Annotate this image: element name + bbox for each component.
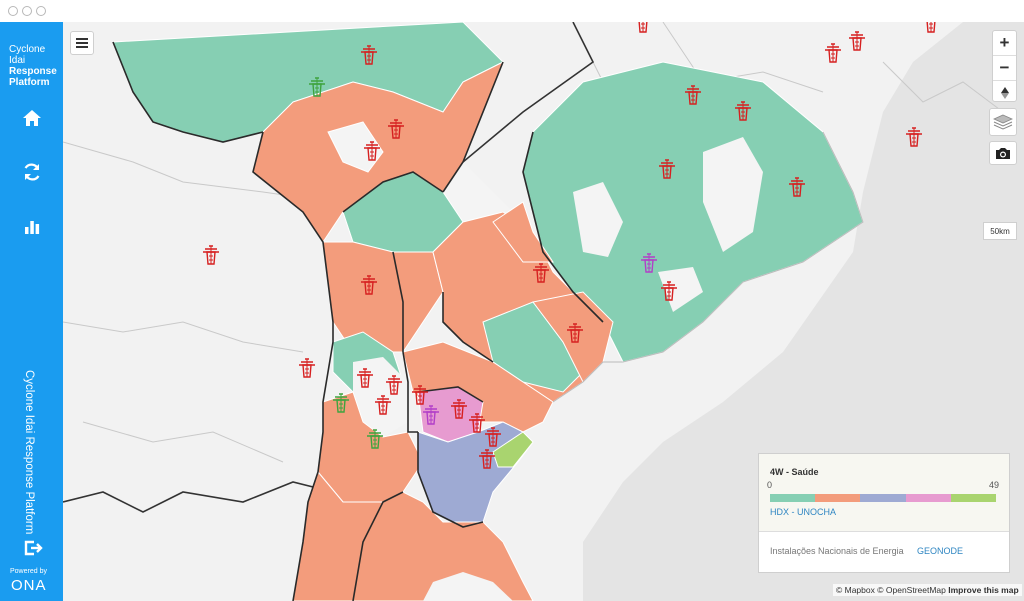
compass-button[interactable] [993,81,1016,105]
ona-logo: ONA [11,577,47,594]
zoom-controls: + − [992,30,1017,102]
marker-group-purple [422,253,658,425]
brand-title: Cyclone Idai Response Platform [9,44,57,88]
browser-chrome [0,0,1024,23]
map-attribution: © Mapbox © OpenStreetMap Improve this ma… [833,584,1022,596]
camera-icon [996,148,1010,159]
menu-icon [76,38,88,48]
window-minimize-dot[interactable] [22,6,32,16]
compass-icon [1000,87,1009,99]
energy-facility-marker[interactable] [356,368,374,388]
legend-swatch [905,494,951,502]
window-maximize-dot[interactable] [36,6,46,16]
energy-facility-marker[interactable] [360,275,378,295]
energy-facility-marker[interactable] [468,413,486,433]
legend-swatch [815,494,861,502]
energy-facility-marker[interactable] [640,253,658,273]
energy-facility-marker[interactable] [387,119,405,139]
logout-button[interactable] [20,536,44,560]
energy-facility-marker[interactable] [660,281,678,301]
sidebar: Cyclone Idai Response Platform Cyclone I… [0,22,63,601]
legend-color-ramp [770,494,997,502]
legend-secondary-source-link[interactable]: GEONODE [917,546,964,556]
energy-facility-marker[interactable] [298,358,316,378]
energy-facility-marker[interactable] [734,101,752,121]
energy-facility-marker[interactable] [658,159,676,179]
sidebar-item-home[interactable] [20,106,44,130]
energy-facility-marker[interactable] [532,263,550,283]
energy-facility-marker[interactable] [450,399,468,419]
energy-facility-marker[interactable] [566,323,584,343]
energy-facility-marker[interactable] [411,385,429,405]
brand-line: Response [9,66,57,77]
map-canvas[interactable]: + − 50km 4W - Saúde 0 49 [63,22,1024,601]
brand-line: Platform [9,77,50,88]
energy-facility-marker[interactable] [308,77,326,97]
legend-max: 49 [989,480,1000,490]
legend-swatch [950,494,997,502]
zoom-out-button[interactable]: − [993,56,1016,81]
vertical-app-title-text: Cyclone Idai Response Platform [23,370,35,535]
energy-facility-marker[interactable] [422,405,440,425]
screenshot-button[interactable] [989,141,1017,165]
energy-facility-marker[interactable] [374,395,392,415]
osm-attribution-link[interactable]: © OpenStreetMap [877,585,946,595]
energy-facility-marker[interactable] [922,22,940,33]
sidebar-item-refresh[interactable] [20,160,44,184]
refresh-icon [24,163,40,181]
legend-min: 0 [767,480,773,490]
scale-bar: 50km [983,222,1017,240]
powered-by-label: Powered by [10,568,47,575]
energy-facility-marker[interactable] [385,375,403,395]
energy-facility-marker[interactable] [363,141,381,161]
logout-icon [24,540,43,556]
brand-line: Cyclone [9,44,46,55]
improve-map-link[interactable]: Improve this map [948,585,1019,595]
energy-facility-marker[interactable] [366,429,384,449]
window-close-dot[interactable] [8,6,18,16]
energy-facility-marker[interactable] [478,449,496,469]
energy-facility-marker[interactable] [905,127,923,147]
menu-button[interactable] [70,31,94,55]
energy-facility-marker[interactable] [360,45,378,65]
zoom-in-button[interactable]: + [993,31,1016,56]
energy-facility-marker[interactable] [848,31,866,51]
layers-button[interactable] [989,108,1017,136]
legend-active-layer[interactable]: 4W - Saúde 0 49 HDX - UNOCHA [759,454,1009,532]
legend-panel: 4W - Saúde 0 49 HDX - UNOCHA Instalações… [758,453,1010,573]
legend-source-link[interactable]: HDX - UNOCHA [770,507,837,517]
energy-facility-marker[interactable] [788,177,806,197]
vertical-app-title: Cyclone Idai Response Platform [19,370,39,550]
energy-facility-marker[interactable] [634,22,652,33]
mapbox-attribution-link[interactable]: © Mapbox [836,585,875,595]
energy-facility-marker[interactable] [202,245,220,265]
legend-secondary-layer[interactable]: Instalações Nacionais de Energia [770,546,904,556]
legend-swatch [860,494,906,502]
legend-title: 4W - Saúde [770,467,819,477]
marker-group-green [308,77,384,449]
sidebar-item-analytics[interactable] [20,214,44,238]
energy-facility-marker[interactable] [484,427,502,447]
home-icon [23,110,41,126]
energy-facility-marker[interactable] [332,393,350,413]
bar-chart-icon [25,221,40,234]
energy-facility-marker[interactable] [824,43,842,63]
brand-line: Idai [9,55,26,66]
basemap [63,22,1024,601]
layers-icon [993,114,1013,130]
energy-facility-marker[interactable] [684,85,702,105]
legend-swatch [770,494,816,502]
